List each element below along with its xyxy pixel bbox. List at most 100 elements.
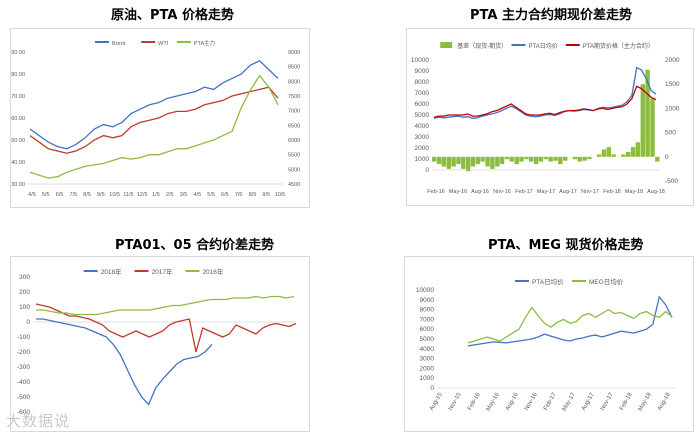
basis-bar xyxy=(441,156,447,167)
x-tick-label: Feb-16 xyxy=(467,391,482,411)
x-tick-label: Aug-18 xyxy=(647,189,665,195)
basis-bar xyxy=(640,84,645,157)
y-tick-label: 7000 xyxy=(415,90,430,97)
y-tick-label: 10000 xyxy=(416,287,434,294)
y-tick-label: 8000 xyxy=(288,79,300,85)
y-tick-label: 1500 xyxy=(665,81,680,88)
y-tick-label: 0 xyxy=(430,385,434,392)
x-tick-label: 6/5 xyxy=(221,192,229,198)
x-tick-label: Feb-18 xyxy=(619,391,634,411)
basis-bar xyxy=(509,156,514,162)
y-tick-label: -100 xyxy=(17,334,30,341)
x-tick-label: Nov-17 xyxy=(581,189,599,195)
y-tick-label: 4000 xyxy=(420,346,435,353)
x-tick-label: May-16 xyxy=(486,391,502,412)
basis-bar xyxy=(495,156,500,167)
basis-bar xyxy=(572,156,578,160)
y-tick-label: -600 xyxy=(17,409,30,416)
basis-bar xyxy=(451,156,456,167)
x-tick-label: 4/5 xyxy=(28,192,36,198)
y-tick-label: 7500 xyxy=(288,94,300,100)
y-tick-label: 500 xyxy=(665,130,676,137)
y-tick-label: 1000 xyxy=(420,375,435,382)
basis-bar xyxy=(524,156,529,160)
legend-label: 2016年 xyxy=(202,267,223,276)
basis-bar xyxy=(519,156,524,162)
y-tick-label: 1000 xyxy=(665,105,680,112)
series-line-Brent xyxy=(29,60,279,150)
x-tick-label: Aug-15 xyxy=(429,391,444,411)
x-tick-label: Aug-17 xyxy=(559,189,577,195)
x-tick-label: 3/5 xyxy=(180,192,188,198)
basis-bar xyxy=(601,149,607,157)
y-tick-label: 6000 xyxy=(415,101,430,108)
y-tick-label: 8000 xyxy=(420,307,435,314)
series-line-PTA日均价 xyxy=(467,295,673,347)
legend-label: PTA日均价 xyxy=(529,42,558,50)
chart-area xyxy=(10,256,310,432)
y-tick-label: 100 xyxy=(19,304,30,311)
x-tick-label: 9/5 xyxy=(262,192,270,198)
basis-bar xyxy=(596,154,602,157)
x-tick-label: Aug-17 xyxy=(581,391,596,411)
x-tick-label: May-17 xyxy=(537,189,555,195)
chart-title: PTA、MEG 现货价格走势 xyxy=(488,238,644,253)
x-tick-label: Aug-16 xyxy=(471,189,489,195)
x-tick-label: 1/5 xyxy=(152,192,160,198)
y-tick-label: 7000 xyxy=(288,109,300,115)
x-tick-label: Aug-16 xyxy=(505,391,520,411)
y-tick-label: 5000 xyxy=(415,112,430,119)
chart-area xyxy=(404,256,694,432)
x-tick-label: 7/5 xyxy=(70,192,78,198)
basis-bar xyxy=(475,156,481,165)
x-tick-label: 6/5 xyxy=(56,192,64,198)
x-tick-label: 8/5 xyxy=(249,192,257,198)
basis-bar xyxy=(466,156,471,172)
legend-label: 2017年 xyxy=(152,267,173,276)
basis-bar xyxy=(480,156,485,162)
series-line-2018年 xyxy=(36,318,213,406)
series-line-PTA主力 xyxy=(29,74,279,179)
y-tick-label: 10000 xyxy=(411,57,429,64)
legend-label: MEG日均价 xyxy=(589,277,624,286)
basis-bar xyxy=(514,156,519,165)
y-tick-label: 4000 xyxy=(415,123,430,130)
basis-bar xyxy=(630,147,636,157)
y-tick-label: 1000 xyxy=(415,156,430,163)
basis-bar xyxy=(432,156,437,162)
x-tick-label: Nov-16 xyxy=(524,391,539,411)
y-tick-label: -200 xyxy=(17,349,30,356)
x-tick-label: Nov-15 xyxy=(448,391,463,411)
basis-bar xyxy=(548,156,553,162)
basis-bar xyxy=(446,156,451,169)
y-tick-label: 5000 xyxy=(420,336,435,343)
basis-bar xyxy=(645,69,650,157)
y-tick-label: 5500 xyxy=(288,153,300,159)
basis-bar xyxy=(538,156,544,162)
basis-bar xyxy=(470,156,476,167)
basis-bar xyxy=(456,156,461,165)
basis-bar xyxy=(563,156,568,161)
series-line-WTI xyxy=(29,86,279,154)
x-tick-label: Feb-17 xyxy=(543,391,558,411)
y-tick-label: 0 xyxy=(665,154,669,161)
basis-bar xyxy=(529,156,534,162)
y-tick-label: 3000 xyxy=(420,356,435,363)
legend-swatch xyxy=(440,42,453,48)
y-tick-label: 0 xyxy=(26,319,30,326)
y-tick-label: 4500 xyxy=(288,182,300,188)
basis-bar xyxy=(533,156,539,165)
x-tick-label: May-18 xyxy=(638,391,654,412)
y-tick-label: 6500 xyxy=(288,123,300,129)
basis-bar xyxy=(490,156,495,169)
y-tick-label: 8000 xyxy=(415,79,430,86)
legend-label: 基差（现货-期货） xyxy=(457,42,507,50)
y-tick-label: -400 xyxy=(17,379,30,386)
y-tick-label: 200 xyxy=(19,289,30,296)
y-tick-label: 80.00 xyxy=(11,72,25,78)
y-tick-label: 60.00 xyxy=(11,116,25,122)
x-tick-label: 2/5 xyxy=(166,192,174,198)
series-line-PTA期货价格（主力合约） xyxy=(433,85,657,118)
watermark: 大数据说 xyxy=(6,412,71,430)
